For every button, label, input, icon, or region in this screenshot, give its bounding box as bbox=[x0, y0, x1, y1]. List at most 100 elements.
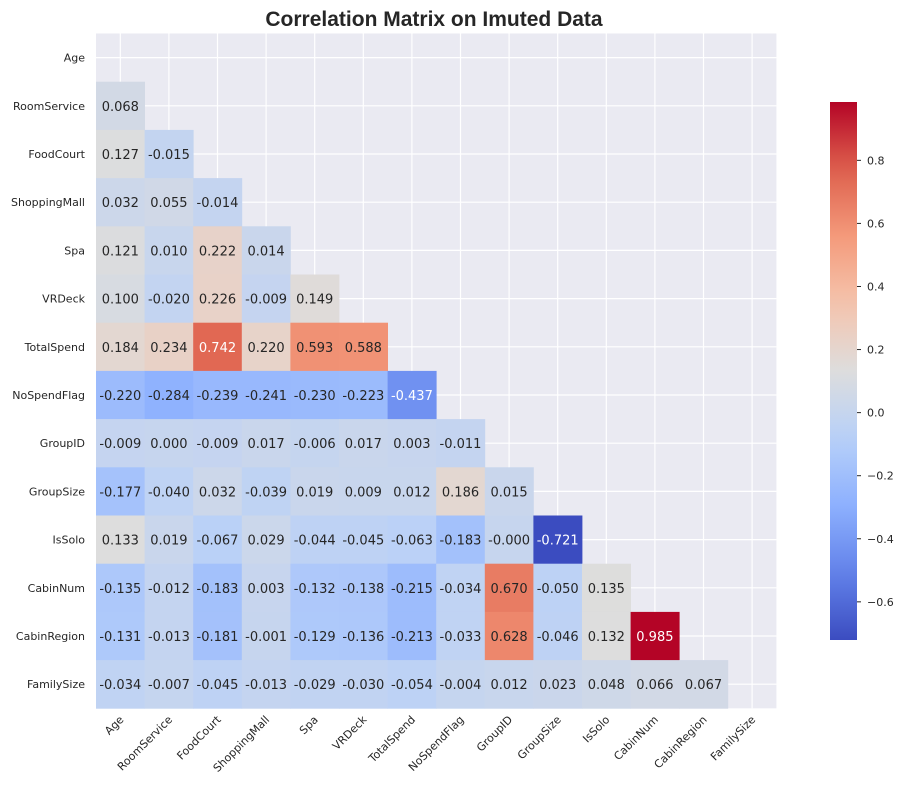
cell-value-label: 0.009 bbox=[345, 485, 382, 500]
heatmap-cell bbox=[290, 419, 340, 468]
heatmap-cell bbox=[533, 563, 583, 613]
y-tick-label: FoodCourt bbox=[28, 148, 85, 161]
heatmap-cell bbox=[96, 129, 145, 179]
cell-value-label: -0.011 bbox=[440, 437, 482, 452]
heatmap-cell bbox=[96, 81, 145, 131]
colorbar-tick-label: 0.6 bbox=[867, 217, 885, 230]
heatmap-cell bbox=[339, 467, 388, 516]
heatmap-cell bbox=[630, 611, 680, 661]
heatmap-cell bbox=[387, 660, 437, 709]
cell-value-label: 0.010 bbox=[150, 244, 187, 259]
heatmap-cell bbox=[436, 611, 486, 661]
y-tick-label: IsSolo bbox=[53, 534, 86, 547]
cell-value-label: -0.136 bbox=[342, 630, 384, 645]
cell-value-label: -0.007 bbox=[148, 678, 190, 693]
heatmap-cell bbox=[144, 274, 194, 324]
heatmap-cell bbox=[290, 660, 340, 709]
cell-value-label: 0.066 bbox=[636, 678, 673, 693]
heatmap-cell bbox=[193, 178, 243, 227]
cell-value-label: 0.055 bbox=[150, 196, 187, 211]
cell-value-label: 0.015 bbox=[490, 485, 527, 500]
cell-value-label: -0.129 bbox=[294, 630, 336, 645]
heatmap-cell bbox=[193, 370, 243, 420]
heatmap-cell bbox=[193, 226, 243, 275]
cell-value-label: 0.068 bbox=[102, 100, 139, 115]
cell-value-label: 0.121 bbox=[102, 244, 139, 259]
heatmap-cell bbox=[339, 322, 388, 372]
heatmap-cell bbox=[339, 660, 388, 709]
heatmap-cell bbox=[387, 515, 437, 565]
cell-value-label: -0.213 bbox=[391, 630, 433, 645]
cell-value-label: 0.017 bbox=[345, 437, 382, 452]
colorbar: −0.6 −0.4 −0.2 0.0 0.2 0.4 0.6 0.8 bbox=[830, 102, 894, 640]
heatmap-cell bbox=[144, 467, 194, 516]
cell-value-label: -0.000 bbox=[488, 534, 530, 549]
heatmap-cell bbox=[241, 419, 291, 468]
heatmap-cell bbox=[144, 129, 194, 179]
cell-value-label: -0.006 bbox=[294, 437, 336, 452]
cell-value-label: -0.013 bbox=[245, 678, 287, 693]
cell-value-label: -0.132 bbox=[294, 582, 336, 597]
heatmap-cell bbox=[241, 226, 291, 275]
y-tick-label: RoomService bbox=[13, 100, 85, 113]
heatmap-cell bbox=[193, 322, 243, 372]
heatmap-cell bbox=[290, 370, 340, 420]
y-tick-label: VRDeck bbox=[42, 293, 85, 306]
cell-value-label: 0.012 bbox=[393, 485, 430, 500]
heatmap-cell bbox=[339, 611, 388, 661]
heatmap-cell bbox=[241, 467, 291, 516]
heatmap-cell bbox=[290, 274, 340, 324]
cell-value-label: -0.054 bbox=[391, 678, 433, 693]
heatmap-cell bbox=[96, 178, 145, 227]
heatmap-cell bbox=[484, 515, 534, 565]
cell-value-label: 0.000 bbox=[150, 437, 187, 452]
heatmap-cell bbox=[582, 563, 631, 613]
cell-value-label: 0.132 bbox=[588, 630, 625, 645]
heatmap-cell bbox=[144, 515, 194, 565]
x-tick-label: Spa bbox=[297, 713, 321, 737]
heatmap-cell bbox=[533, 660, 583, 709]
y-tick-label: FamilySize bbox=[27, 678, 85, 691]
cell-value-label: 0.048 bbox=[588, 678, 625, 693]
cell-value-label: -0.014 bbox=[197, 196, 239, 211]
colorbar-tick-label: −0.6 bbox=[867, 596, 894, 609]
heatmap-cell bbox=[290, 611, 340, 661]
y-tick-label: GroupSize bbox=[29, 485, 85, 498]
heatmap-cell bbox=[96, 563, 145, 613]
x-tick-label: CabinNum bbox=[611, 713, 661, 763]
cell-value-label: -0.029 bbox=[294, 678, 336, 693]
colorbar-tick-label: 0.2 bbox=[867, 344, 885, 357]
cell-value-label: 0.019 bbox=[150, 534, 187, 549]
colorbar-tick-label: 0.0 bbox=[867, 407, 885, 420]
colorbar-tick-label: 0.4 bbox=[867, 280, 885, 293]
cell-value-label: 0.003 bbox=[247, 582, 284, 597]
cell-value-label: 0.184 bbox=[102, 341, 139, 356]
heatmap-cell bbox=[387, 563, 437, 613]
cell-value-label: -0.183 bbox=[440, 534, 482, 549]
cell-value-label: -0.034 bbox=[99, 678, 141, 693]
heatmap-cell bbox=[193, 467, 243, 516]
cell-value-label: 0.220 bbox=[247, 341, 284, 356]
y-tick-label: CabinNum bbox=[28, 582, 85, 595]
cell-value-label: -0.034 bbox=[440, 582, 482, 597]
heatmap-cell bbox=[96, 467, 145, 516]
heatmap-cell bbox=[582, 660, 631, 709]
colorbar-tick-label: 0.8 bbox=[867, 154, 885, 167]
heatmap-cell bbox=[96, 274, 145, 324]
y-tick-label: GroupID bbox=[40, 437, 85, 450]
cell-value-label: -0.177 bbox=[99, 485, 141, 500]
heatmap-cell bbox=[484, 611, 534, 661]
cell-value-label: -0.030 bbox=[342, 678, 384, 693]
cell-value-label: 0.133 bbox=[102, 534, 139, 549]
heatmap-cell bbox=[241, 322, 291, 372]
cell-value-label: 0.742 bbox=[199, 341, 236, 356]
cell-value-label: -0.012 bbox=[148, 582, 190, 597]
heatmap-cell bbox=[96, 419, 145, 468]
heatmap-cell bbox=[387, 611, 437, 661]
cell-value-label: 0.012 bbox=[490, 678, 527, 693]
cell-value-label: -0.009 bbox=[245, 293, 287, 308]
cell-value-label: -0.040 bbox=[148, 485, 190, 500]
heatmap-cell bbox=[387, 467, 437, 516]
